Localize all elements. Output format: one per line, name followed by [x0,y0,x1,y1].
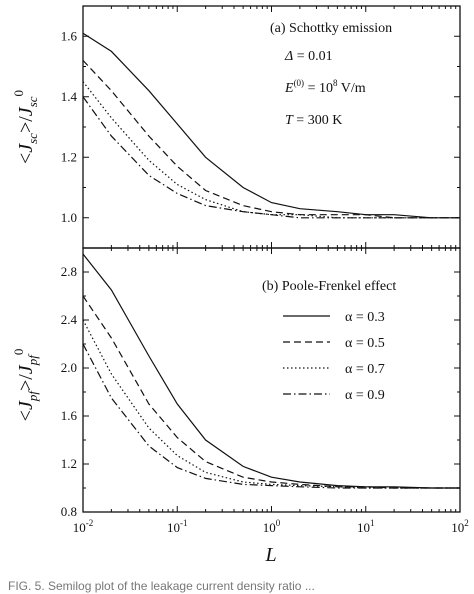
y-tick-label: 1.2 [61,456,77,471]
series-line-dashdot [82,96,460,219]
series-line-solid [82,32,460,219]
panel-b-y-ticks: 0.8 1.2 1.6 2.0 2.4 2.8 [61,264,460,519]
panel-a-y-axis-label: <Jsc>/Jsc0 [11,90,40,164]
y-tick-label: 1.2 [61,149,77,164]
panel-a-series [82,32,460,219]
legend-label: α = 0.5 [345,336,385,351]
y-tick-label: 0.8 [61,504,77,519]
panel-a-schottky: 1.0 1.2 1.4 1.6 (a) Schottky emission Δ = 0… [11,5,461,249]
series-line-dotted [82,319,460,489]
panel-a-param-field: E(0) = 108 V/m [284,78,366,96]
y-tick-label: 1.6 [61,28,78,43]
panel-a-param-delta: Δ = 0.01 [284,49,333,64]
legend-label: α = 0.9 [345,388,385,403]
panel-b-annotation-title: (b) Poole-Frenkel effect [262,279,396,294]
x-tick-label: 10-1 [167,518,188,535]
caption-strip: FIG. 5. Semilog plot of the leakage curr… [8,579,315,593]
panel-a-y-ticks: 1.0 1.2 1.4 1.6 [61,28,460,225]
y-tick-label: 1.4 [61,89,78,104]
series-line-dashed [82,295,460,489]
panel-b-series [82,253,460,489]
x-tick-label: 10-2 [73,518,94,535]
x-tick-label: 101 [357,518,375,535]
legend-label: α = 0.7 [345,362,385,377]
x-tick-label: 100 [263,518,281,535]
series-line-dashdot [82,343,460,489]
series-line-solid [82,253,460,489]
y-tick-label: 2.4 [61,312,78,327]
series-line-dotted [82,81,460,219]
x-axis-label: L [264,544,276,566]
y-tick-label: 1.0 [61,210,77,225]
x-tick-label: 102 [451,518,469,535]
panel-b-poole-frenkel: 0.8 1.2 1.6 2.0 2.4 2.8 10-2 10-1 100 101 102 (b)… [11,247,469,566]
panel-b-x-ticks: 10-2 10-1 100 101 102 [73,248,469,535]
y-tick-label: 2.0 [61,360,77,375]
y-tick-label: 2.8 [61,264,77,279]
panel-b-y-axis-label: <Jpf>/Jpf0 [11,349,40,422]
panel-a-annotation-title: (a) Schottky emission [270,21,392,36]
panel-a-param-temperature: T = 300 K [285,113,342,128]
legend-label: α = 0.3 [345,310,385,325]
series-line-dashed [82,59,460,219]
y-tick-label: 1.6 [61,408,78,423]
panel-b-legend: α = 0.3 α = 0.5 α = 0.7 α = 0.9 [283,310,385,403]
